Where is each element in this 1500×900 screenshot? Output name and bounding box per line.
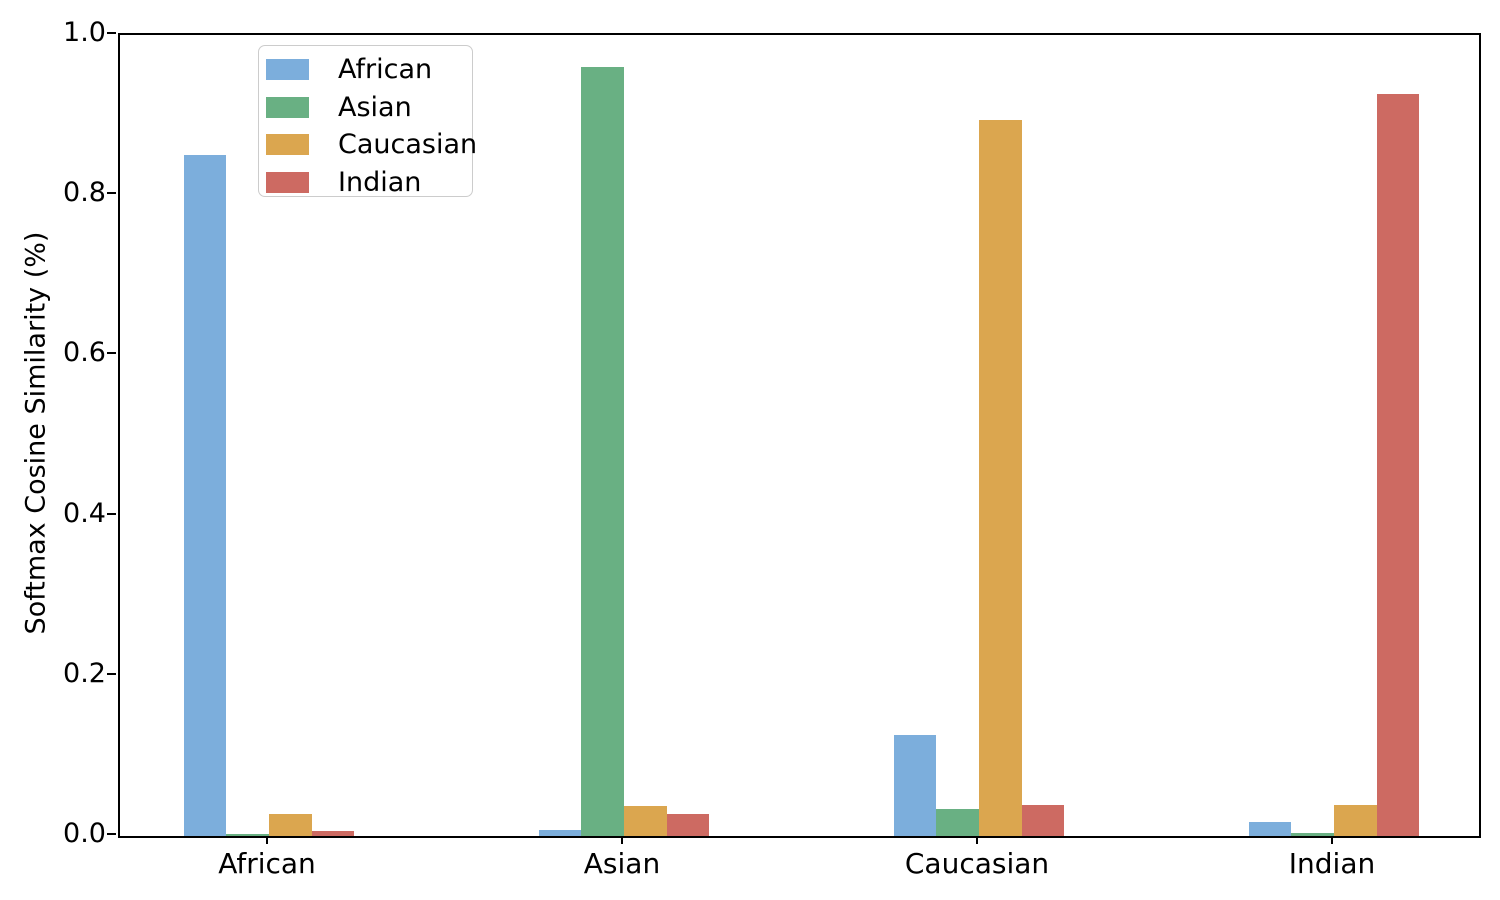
y-tick-label-0.8: 0.8 xyxy=(63,177,106,209)
bar-african-caucasian xyxy=(269,813,312,836)
bar-asian-indian xyxy=(666,814,710,836)
legend-label-indian: Indian xyxy=(338,166,422,198)
bar-indian-indian xyxy=(1376,94,1420,836)
bar-asian-asian xyxy=(581,67,624,836)
y-tick-mark-0.6 xyxy=(107,352,116,355)
bar-african-indian xyxy=(311,831,355,836)
legend: African Asian Caucasian Indian xyxy=(258,45,477,198)
y-tick-label-0.4: 0.4 xyxy=(63,497,106,529)
legend-row-caucasian: Caucasian xyxy=(266,131,477,158)
y-tick-mark-0.4 xyxy=(107,512,116,515)
bar-caucasian-asian xyxy=(936,808,979,836)
legend-label-african: African xyxy=(338,54,433,85)
bar-indian-asian xyxy=(1291,832,1334,836)
y-axis-label: Softmax Cosine Similarity (%) xyxy=(20,231,52,635)
bar-caucasian-caucasian xyxy=(979,119,1022,836)
legend-swatch-caucasian xyxy=(266,134,309,155)
y-tick-mark-0.2 xyxy=(107,672,116,675)
bar-asian-african xyxy=(538,830,582,836)
x-tick-label-caucasian: Caucasian xyxy=(904,847,1050,880)
x-tick-label-african: African xyxy=(218,847,316,880)
legend-swatch-african xyxy=(266,59,309,80)
x-tick-label-asian: Asian xyxy=(583,847,661,880)
x-tick-mark-caucasian xyxy=(976,836,978,844)
y-tick-label-0.2: 0.2 xyxy=(63,657,106,689)
legend-row-indian: Indian xyxy=(266,166,472,198)
y-tick-mark-0.8 xyxy=(107,192,116,195)
legend-row-asian: Asian xyxy=(266,91,472,123)
legend-swatch-indian xyxy=(266,171,309,193)
legend-label-asian: Asian xyxy=(338,91,412,123)
y-tick-label-0.0: 0.0 xyxy=(63,818,106,849)
bar-indian-african xyxy=(1248,822,1292,836)
y-tick-label-0.6: 0.6 xyxy=(63,337,106,369)
x-tick-mark-african xyxy=(266,836,268,844)
x-tick-label-indian: Indian xyxy=(1288,847,1376,880)
y-tick-label-1.0: 1.0 xyxy=(63,17,106,48)
plot-area xyxy=(118,33,1481,838)
legend-row-african: African xyxy=(266,54,472,85)
bar-african-african xyxy=(183,155,227,836)
x-tick-mark-indian xyxy=(1331,836,1333,844)
legend-label-caucasian: Caucasian xyxy=(338,129,478,160)
legend-swatch-asian xyxy=(266,96,309,118)
bar-african-asian xyxy=(226,834,269,836)
y-tick-mark-1.0 xyxy=(107,32,116,34)
bar-indian-caucasian xyxy=(1334,804,1377,836)
bar-caucasian-african xyxy=(893,735,937,836)
y-tick-mark-0.0 xyxy=(107,833,116,835)
bar-asian-caucasian xyxy=(624,806,667,836)
x-tick-mark-asian xyxy=(621,836,623,844)
bar-caucasian-indian xyxy=(1021,804,1065,836)
